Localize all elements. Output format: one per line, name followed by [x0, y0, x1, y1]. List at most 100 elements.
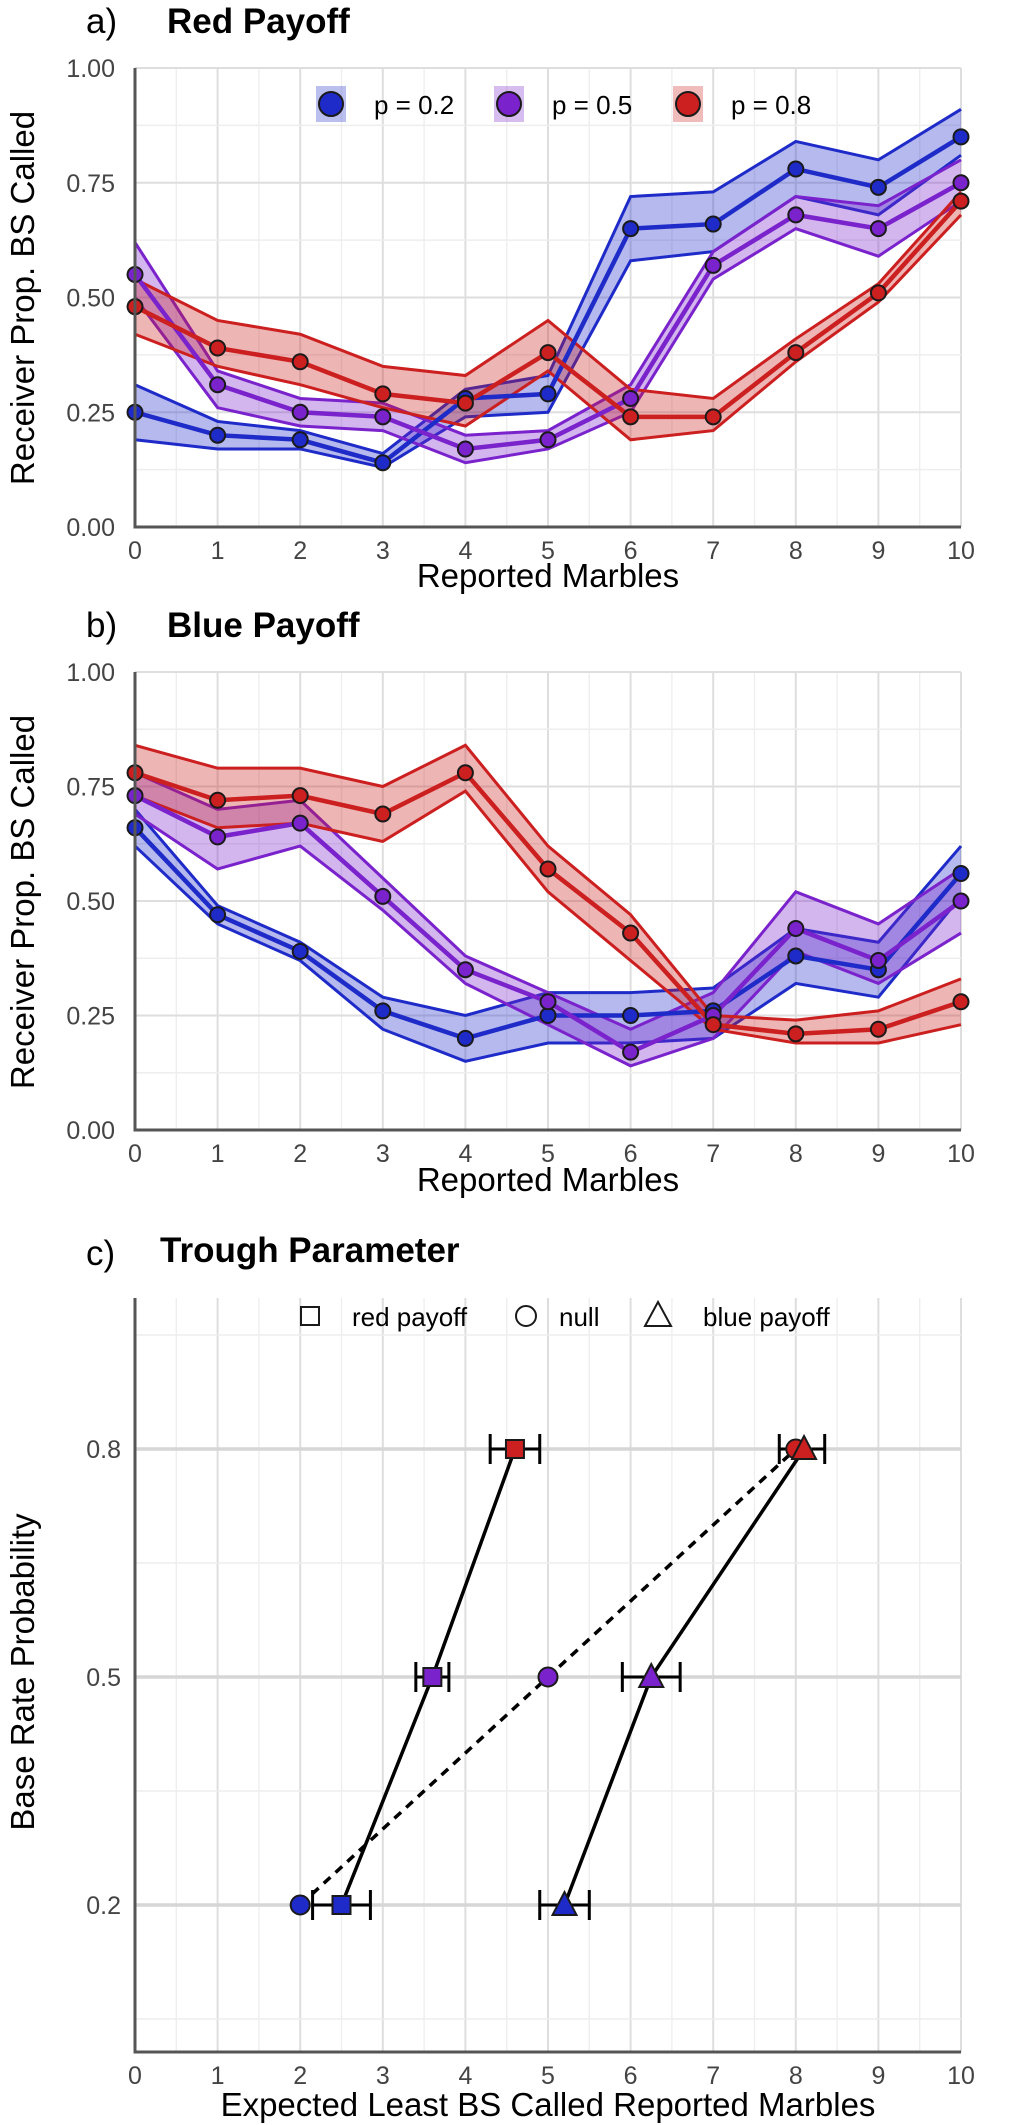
legend-square-icon [300, 1306, 320, 1326]
x-tick-label: 3 [376, 537, 390, 565]
panel-a-title: Red Payoff [167, 2, 350, 41]
y-tick-label: 1.00 [66, 55, 115, 83]
panel-b-x-axis-title: Reported Marbles [417, 1161, 679, 1198]
ci-lower-p05 [133, 199, 962, 465]
panel-b-points [126, 764, 970, 1061]
x-tick-label: 8 [789, 537, 803, 565]
x-tick-label: 4 [458, 1140, 472, 1168]
x-tick-label: 10 [947, 1140, 975, 1168]
point-blue-payoff [790, 1433, 818, 1460]
data-point-p05 [374, 408, 392, 426]
ci-upper-p08 [134, 190, 963, 401]
data-point-p05 [209, 828, 227, 846]
panel-c-legend: red payoff null blue payoff [300, 1299, 831, 1332]
data-point-p08 [952, 192, 970, 210]
x-tick-label: 8 [789, 2062, 803, 2090]
data-point-p02 [787, 947, 805, 965]
data-point-p02 [869, 178, 887, 196]
data-point-p02 [374, 1002, 392, 1020]
data-point-p05 [539, 431, 557, 449]
panel-a-y-ticks: 0.00 0.25 0.50 0.75 1.00 [66, 55, 115, 542]
data-point-p02 [209, 426, 227, 444]
x-tick-label: 5 [541, 1140, 555, 1168]
y-tick-label: 0.00 [66, 1117, 115, 1145]
data-point-p05 [952, 174, 970, 192]
x-tick-label: 1 [211, 537, 225, 565]
y-tick-label: 0.25 [66, 399, 115, 427]
x-tick-label: 3 [376, 1140, 390, 1168]
legend-label-null: null [559, 1302, 599, 1332]
panel-a-axes [133, 68, 961, 529]
panel-b-y-ticks: 0.00 0.25 0.50 0.75 1.00 [66, 659, 115, 1145]
legend-label-p05: p = 0.5 [552, 90, 632, 120]
panel-c: c) Trough Parameter 0 1 2 3 4 5 6 7 8 9 10 0.20.50… [4, 1231, 975, 2123]
x-tick-label: 1 [211, 1140, 225, 1168]
data-point-p08 [622, 408, 640, 426]
data-point-p08 [869, 1020, 887, 1038]
legend-triangle-icon [643, 1299, 673, 1327]
panel-c-title: Trough Parameter [160, 1231, 460, 1270]
data-point-p05 [456, 440, 474, 458]
data-point-p05 [704, 256, 722, 274]
x-tick-label: 1 [211, 2062, 225, 2090]
data-point-p02 [539, 385, 557, 403]
x-tick-label: 0 [128, 2062, 142, 2090]
data-point-p05 [209, 376, 227, 394]
data-point-p08 [456, 764, 474, 782]
x-tick-label: 5 [541, 2062, 555, 2090]
legend-label-p08: p = 0.8 [731, 90, 811, 120]
x-tick-label: 9 [871, 2062, 885, 2090]
x-tick-label: 2 [293, 2062, 307, 2090]
data-point-p08 [539, 860, 557, 878]
ci-band-p05 [135, 159, 961, 463]
panel-c-axes [133, 1298, 961, 2054]
x-tick-label: 9 [871, 537, 885, 565]
data-point-p02 [209, 906, 227, 924]
x-tick-label: 7 [706, 2062, 720, 2090]
panel-c-points [289, 1433, 818, 1916]
x-tick-label: 10 [947, 537, 975, 565]
data-point-p08 [209, 339, 227, 357]
ci-upper-p05 [134, 771, 962, 1031]
data-point-p02 [622, 220, 640, 238]
panel-a-legend: p = 0.2 p = 0.5 p = 0.8 [316, 86, 811, 122]
y-tick-label: 1.00 [66, 659, 115, 687]
x-tick-label: 2 [293, 537, 307, 565]
data-point-p02 [291, 431, 309, 449]
ci-lower-p02 [134, 153, 962, 469]
data-point-p08 [704, 408, 722, 426]
panel-b-x-ticks: 0 1 2 3 4 5 6 7 8 9 10 [128, 1140, 975, 1168]
data-point-p05 [787, 919, 805, 937]
legend-marker-p02 [318, 91, 344, 117]
ci-upper-p05 [133, 158, 962, 437]
ci-band-p05 [135, 772, 961, 1066]
ci-upper-p08 [134, 743, 962, 1022]
data-point-p02 [704, 215, 722, 233]
point-null [537, 1666, 559, 1688]
x-tick-label: 7 [706, 1140, 720, 1168]
x-tick-label: 6 [624, 537, 638, 565]
y-tick-label: 0.75 [66, 774, 115, 802]
data-point-p05 [952, 892, 970, 910]
y-tick-label: 0.8 [86, 1436, 121, 1464]
data-point-p05 [291, 403, 309, 421]
panel-c-y-ticks: 0.2 0.5 0.8 [86, 1436, 121, 1920]
point-null [289, 1894, 311, 1916]
panel-b-title: Blue Payoff [167, 606, 360, 645]
panel-a-points [126, 128, 970, 472]
data-point-p08 [622, 924, 640, 942]
data-point-p08 [952, 993, 970, 1011]
data-point-p05 [869, 220, 887, 238]
panel-a-y-axis-title: Receiver Prop. BS Called [4, 111, 41, 485]
data-point-p02 [291, 942, 309, 960]
data-point-p05 [456, 961, 474, 979]
data-point-p08 [456, 394, 474, 412]
panel-a: a) Red Payoff 0 1 2 3 4 5 6 7 8 9 10 0.000.250.500… [4, 2, 975, 594]
y-tick-label: 0.75 [66, 170, 115, 198]
panel-b-axes [133, 672, 961, 1132]
point-blue-payoff [550, 1889, 579, 1916]
panel-b-grid [134, 671, 962, 1131]
y-tick-label: 0.25 [66, 1003, 115, 1031]
data-point-p08 [374, 385, 392, 403]
y-tick-label: 0.5 [86, 1664, 121, 1692]
